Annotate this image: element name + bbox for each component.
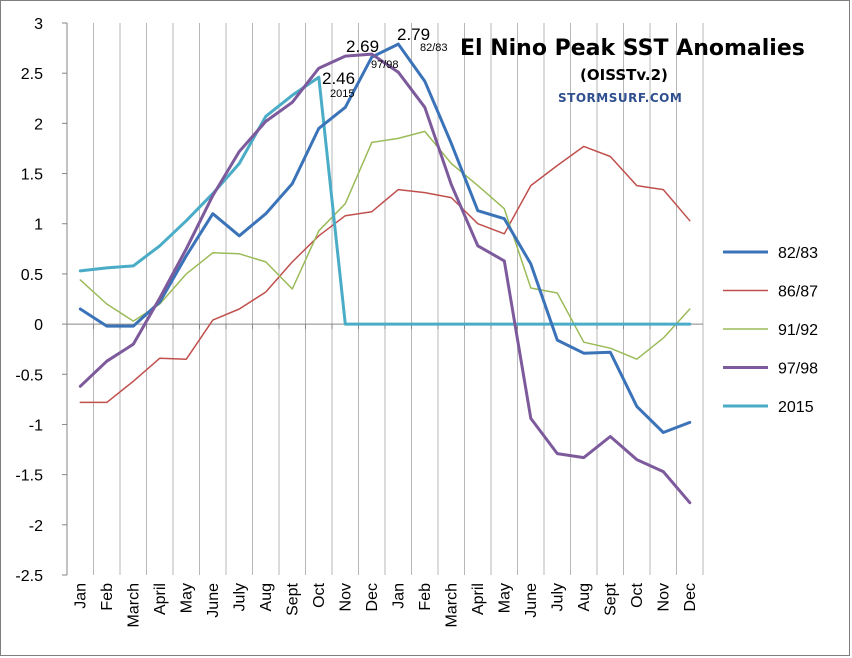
series-line-86-87 (79, 145, 691, 404)
x-tick-label: Dec (682, 583, 699, 611)
y-tick-label: -1.5 (15, 468, 43, 485)
legend-label: 91/92 (778, 322, 818, 339)
y-axis-ticks: 3 2.5 2 1.5 1 0.5 0 -0.5 -1 -1.5 -2 -2.5 (15, 16, 67, 585)
y-tick-label: -2 (29, 518, 43, 535)
series-lines (78, 42, 692, 505)
y-tick-label: 0.5 (21, 267, 43, 284)
legend-label: 97/98 (778, 361, 818, 378)
x-tick-label: March (125, 583, 142, 627)
legend: 82/83 86/87 91/92 97/98 2015 (723, 245, 818, 416)
chart-title: El Nino Peak SST Anomalies (460, 36, 805, 61)
legend-label: 82/83 (778, 245, 818, 262)
annotation-2015-value: 2.46 (322, 69, 355, 88)
x-tick-label: Aug (576, 583, 593, 611)
x-tick-label: July (231, 583, 248, 611)
chart-subtitle: (OISSTv.2) (580, 66, 668, 84)
y-tick-label: -0.5 (15, 367, 43, 384)
legend-label: 2015 (778, 399, 814, 416)
x-tick-label: Feb (417, 583, 434, 611)
annotation-2015-label: 2015 (330, 88, 354, 100)
series-line-2015 (78, 75, 692, 326)
x-tick-label: Nov (337, 583, 354, 611)
x-tick-label: May (496, 583, 513, 613)
y-tick-label: 2.5 (21, 66, 43, 83)
annotation-8283-label: 82/83 (420, 42, 448, 54)
y-tick-label: -1 (29, 417, 43, 434)
annotation-8283-value: 2.79 (397, 25, 430, 44)
annotation-9798-value: 2.69 (346, 37, 379, 56)
x-tick-label: Jan (390, 583, 407, 609)
x-tick-label: June (205, 583, 222, 618)
x-tick-label: Aug (258, 583, 275, 611)
x-tick-label: Nov (655, 583, 672, 611)
x-tick-label: March (443, 583, 460, 627)
y-tick-label: 0 (34, 317, 43, 334)
series-line-91-92 (79, 130, 691, 360)
x-tick-label: Dec (364, 583, 381, 611)
y-tick-label: -2.5 (15, 568, 43, 585)
x-tick-label: Oct (311, 582, 328, 607)
x-tick-label: Sept (284, 582, 301, 615)
series-line-82-83 (78, 42, 692, 434)
gridlines (93, 23, 704, 575)
x-tick-label: April (152, 583, 169, 615)
x-tick-label: July (549, 583, 566, 611)
legend-label: 86/87 (778, 284, 818, 301)
y-tick-label: 1 (34, 217, 43, 234)
x-tick-label: June (523, 583, 540, 618)
x-tick-label: Feb (99, 583, 116, 611)
x-tick-label: Oct (629, 582, 646, 607)
x-tick-label: May (178, 583, 195, 613)
x-tick-label: Jan (72, 583, 89, 609)
y-tick-label: 3 (34, 16, 43, 33)
x-tick-label: April (470, 583, 487, 615)
x-axis-ticks: Jan Feb March April May June July Aug Sept Oct Nov… (66, 324, 699, 627)
x-tick-label: Sept (602, 582, 619, 615)
brand-label: STORMSURF.COM (558, 91, 682, 105)
annotation-9798-label: 97/98 (371, 59, 399, 71)
series-line-97-98 (78, 52, 692, 505)
y-tick-label: 1.5 (21, 167, 43, 184)
y-tick-label: 2 (34, 116, 43, 133)
